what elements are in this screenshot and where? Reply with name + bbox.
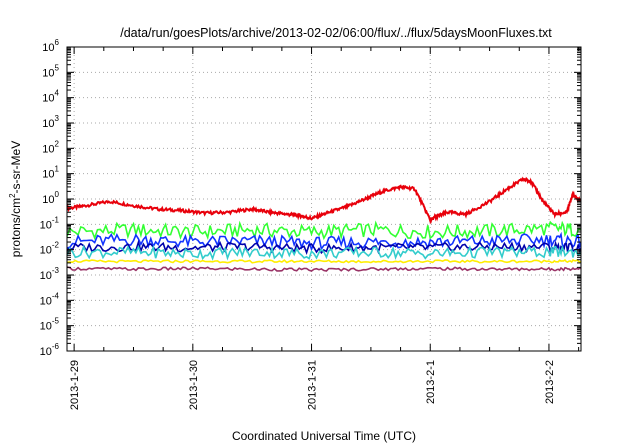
series-line: [67, 220, 581, 241]
series-line: [67, 231, 581, 252]
y-tick-base: 10: [40, 270, 52, 282]
y-tick-base: 10: [42, 194, 54, 206]
series-line: [67, 176, 581, 225]
y-axis-label-prefix: protons/cm: [9, 198, 23, 257]
y-tick-base: 10: [42, 118, 54, 130]
y-tick-exponent: 2: [55, 139, 60, 148]
y-tick-base: 10: [40, 295, 52, 307]
x-tick-label: 2013-1-31: [307, 360, 319, 410]
series-layer: [67, 176, 581, 272]
y-tick-layer: 10-610-510-410-310-210-11001011021031041…: [40, 38, 581, 358]
x-tick-label: 2013-2-1: [425, 360, 437, 404]
y-tick-exponent: 0: [55, 190, 60, 199]
y-tick-exponent: -4: [52, 291, 60, 300]
x-axis-label: Coordinated Universal Time (UTC): [232, 429, 416, 443]
x-tick-layer: 2013-1-29 2013-1-30 2013-1-31 2013-2-1 2013-…: [69, 47, 580, 410]
y-tick-label: 105: [42, 63, 59, 79]
y-tick-base: 10: [42, 42, 54, 54]
y-tick-base: 10: [42, 67, 54, 79]
y-tick-exponent: 6: [55, 38, 60, 47]
y-tick-label: 100: [42, 190, 59, 206]
y-tick-base: 10: [40, 245, 52, 257]
y-tick-label: 10-2: [40, 241, 60, 257]
y-tick-exponent: -5: [52, 317, 60, 326]
y-tick-base: 10: [40, 219, 52, 231]
y-tick-label: 101: [42, 165, 59, 181]
y-tick-exponent: -1: [52, 215, 60, 224]
grid-layer: [67, 47, 581, 351]
y-tick-label: 103: [42, 114, 59, 130]
y-axis-label-sup: 2: [8, 193, 17, 198]
y-tick-exponent: -2: [52, 241, 60, 250]
y-tick-exponent: 3: [55, 114, 60, 123]
series-line: [67, 244, 581, 261]
y-tick-base: 10: [40, 346, 52, 358]
chart-title: /data/run/goesPlots/archive/2013-02-02/0…: [120, 26, 552, 40]
x-tick-label: 2013-1-29: [69, 360, 81, 410]
y-axis-label-suffix: -s-sr-MeV: [9, 141, 23, 194]
x-tick-label: 2013-2-2: [544, 360, 556, 404]
y-tick-label: 10-5: [40, 317, 60, 333]
y-tick-label: 10-1: [40, 215, 60, 231]
y-tick-base: 10: [42, 93, 54, 105]
y-tick-base: 10: [40, 321, 52, 333]
y-tick-base: 10: [42, 143, 54, 155]
y-axis-label: protons/cm2-s-sr-MeV: [8, 141, 23, 257]
series-line: [67, 239, 581, 255]
y-tick-label: 10-3: [40, 266, 60, 282]
series-line: [67, 266, 581, 272]
y-tick-exponent: -6: [52, 342, 60, 351]
x-tick-label: 2013-1-30: [188, 360, 200, 410]
y-tick-exponent: -3: [52, 266, 60, 275]
y-tick-base: 10: [42, 169, 54, 181]
y-tick-exponent: 1: [55, 165, 60, 174]
y-tick-label: 104: [42, 89, 59, 105]
y-tick-label: 10-6: [40, 342, 60, 358]
series-line: [67, 258, 581, 264]
y-tick-exponent: 4: [55, 89, 60, 98]
y-tick-exponent: 5: [55, 63, 60, 72]
y-tick-label: 106: [42, 38, 59, 54]
y-tick-label: 102: [42, 139, 59, 155]
y-tick-label: 10-4: [40, 291, 60, 307]
